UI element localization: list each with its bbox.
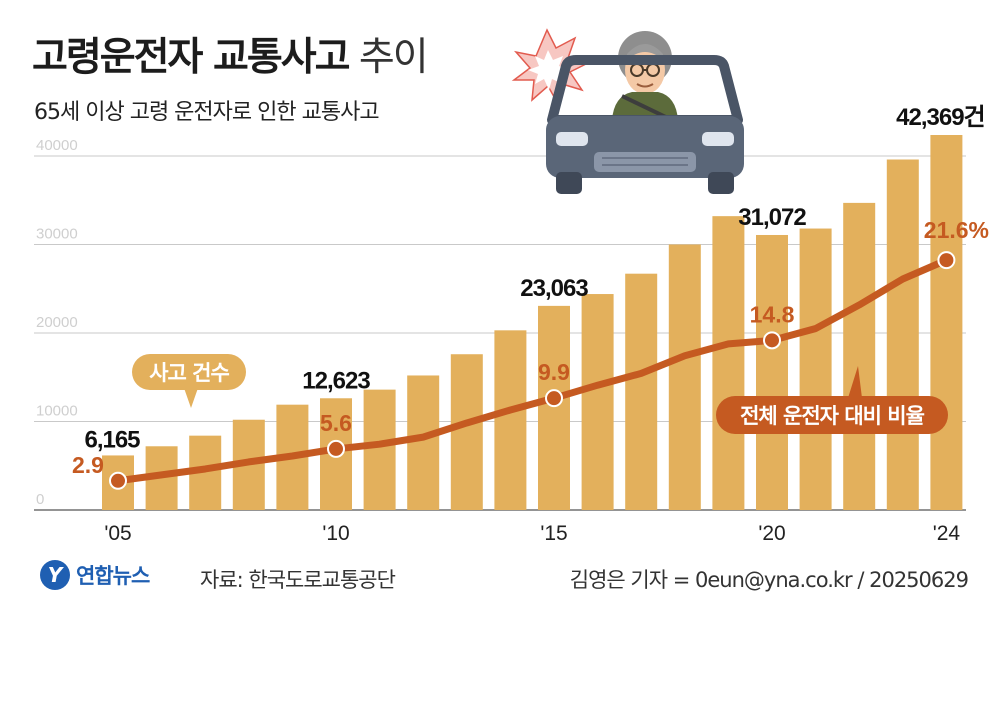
line-legend-bubble xyxy=(716,396,948,434)
x-tick-label: '20 xyxy=(758,522,785,545)
ratio-point xyxy=(937,251,956,270)
ratio-value-label: 14.8 xyxy=(750,301,795,327)
x-tick-label: '24 xyxy=(933,522,961,545)
y-tick-label: 40000 xyxy=(36,137,78,154)
y-tick-label: 20000 xyxy=(36,314,78,331)
ratio-value-label: 9.9 xyxy=(538,359,570,385)
ratio-point xyxy=(109,471,127,490)
label-layer: '05 '10 '15 '20 '24 2.9 5.6 9.9 14.8 21.6% 6,165 12… xyxy=(72,104,989,545)
ratio-point xyxy=(763,331,781,350)
bar xyxy=(538,305,570,510)
bar-legend-label: 사고 건수 xyxy=(149,361,229,385)
bar xyxy=(930,135,963,510)
ratio-point xyxy=(327,439,345,458)
bar xyxy=(843,202,876,510)
x-tick-label: '15 xyxy=(540,522,567,545)
bar xyxy=(886,159,919,511)
bar-legend-bubble xyxy=(132,354,246,390)
logo-text: 연합뉴스 xyxy=(76,564,150,588)
title-suffix: 추이 xyxy=(358,35,429,80)
y-tick-label: 30000 xyxy=(36,225,78,242)
bar-value-label: 42,369건 xyxy=(896,104,985,131)
bar xyxy=(581,294,614,510)
logo-mark-icon: Y xyxy=(40,560,70,590)
bar xyxy=(450,354,483,510)
bar xyxy=(407,375,440,510)
x-tick-label: '05 xyxy=(104,522,131,545)
bar xyxy=(625,273,658,510)
bar-value-label: 6,165 xyxy=(84,426,140,453)
yonhap-logo: Y 연합뉴스 xyxy=(40,560,150,590)
line-legend-pointer xyxy=(848,366,862,398)
y-tick-label: 10000 xyxy=(36,402,78,419)
title-main: 고령운전자 교통사고 xyxy=(32,35,350,80)
elderly-driver-car-illustration xyxy=(511,28,744,194)
line-layer xyxy=(109,251,956,490)
ratio-line xyxy=(114,256,950,485)
bar xyxy=(712,216,745,510)
source-note: 자료: 한국도로교통공단 xyxy=(200,568,396,592)
ratio-value-label: 5.6 xyxy=(320,410,352,436)
bar-value-label: 31,072 xyxy=(738,204,806,231)
bar-value-label: 12,623 xyxy=(302,367,370,394)
reporter-credit: 김영은 기자 = 0eun@yna.co.kr / 20250629 xyxy=(569,568,969,592)
y-tick-label: 0 xyxy=(36,491,44,508)
ratio-value-label: 21.6% xyxy=(924,217,989,243)
x-tick-label: '10 xyxy=(322,522,349,545)
bar xyxy=(494,330,527,510)
bar-value-label: 23,063 xyxy=(520,275,588,302)
bar xyxy=(799,228,832,510)
chart-title: 고령운전자 교통사고 추이 xyxy=(32,26,429,82)
line-legend-label: 전체 운전자 대비 비율 xyxy=(740,404,924,428)
ratio-point xyxy=(545,389,563,408)
bar xyxy=(363,389,396,510)
bar-legend-pointer xyxy=(184,388,198,408)
bar xyxy=(756,234,788,510)
bar xyxy=(668,244,701,510)
chart-subtitle: 65세 이상 고령 운전자로 인한 교통사고 xyxy=(34,100,380,125)
ratio-value-label: 2.9 xyxy=(72,452,104,478)
